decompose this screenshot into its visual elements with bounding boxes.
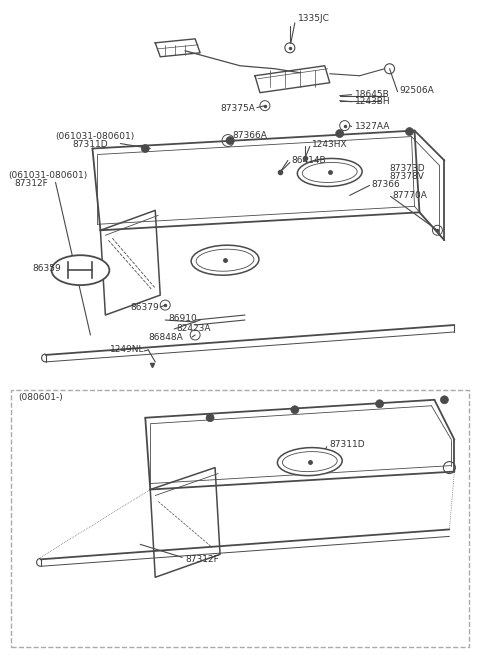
FancyBboxPatch shape xyxy=(11,390,469,647)
Ellipse shape xyxy=(282,451,337,472)
Ellipse shape xyxy=(297,158,362,187)
Text: 87311D: 87311D xyxy=(72,140,108,149)
Circle shape xyxy=(336,129,344,137)
Text: 1327AA: 1327AA xyxy=(355,122,390,131)
Circle shape xyxy=(376,400,384,408)
Text: 1243HX: 1243HX xyxy=(312,140,348,149)
Text: 87373D: 87373D xyxy=(390,164,425,173)
Text: 86379: 86379 xyxy=(130,303,159,311)
Text: (080601-): (080601-) xyxy=(19,394,63,402)
Text: 18645B: 18645B xyxy=(355,90,389,99)
Text: 86910: 86910 xyxy=(168,313,197,323)
Text: 87378V: 87378V xyxy=(390,172,424,181)
Text: 1249NL: 1249NL xyxy=(110,346,145,354)
Ellipse shape xyxy=(191,245,259,275)
Text: 87770A: 87770A xyxy=(393,191,427,200)
Text: (061031-080601): (061031-080601) xyxy=(56,132,135,141)
Ellipse shape xyxy=(196,249,254,271)
Ellipse shape xyxy=(277,447,342,476)
Text: 87311D: 87311D xyxy=(330,440,365,449)
Text: 1243BH: 1243BH xyxy=(355,97,390,106)
Circle shape xyxy=(226,137,234,145)
Ellipse shape xyxy=(51,255,109,285)
Circle shape xyxy=(406,127,413,135)
Text: 86848A: 86848A xyxy=(148,334,183,342)
Ellipse shape xyxy=(302,162,357,183)
Text: 87312F: 87312F xyxy=(185,555,219,564)
Text: 87375A: 87375A xyxy=(220,104,255,113)
Text: 86359: 86359 xyxy=(33,263,61,273)
Text: 86414B: 86414B xyxy=(292,156,326,165)
Text: 1335JC: 1335JC xyxy=(298,14,330,24)
Text: (061031-080601): (061031-080601) xyxy=(9,171,88,180)
Text: 87366A: 87366A xyxy=(232,131,267,140)
Circle shape xyxy=(141,145,149,152)
Text: 87366: 87366 xyxy=(372,180,400,189)
Text: 92506A: 92506A xyxy=(399,86,434,95)
Circle shape xyxy=(291,406,299,414)
Text: 87312F: 87312F xyxy=(15,179,48,188)
Circle shape xyxy=(206,414,214,422)
Text: 82423A: 82423A xyxy=(176,323,211,332)
Circle shape xyxy=(441,396,448,404)
